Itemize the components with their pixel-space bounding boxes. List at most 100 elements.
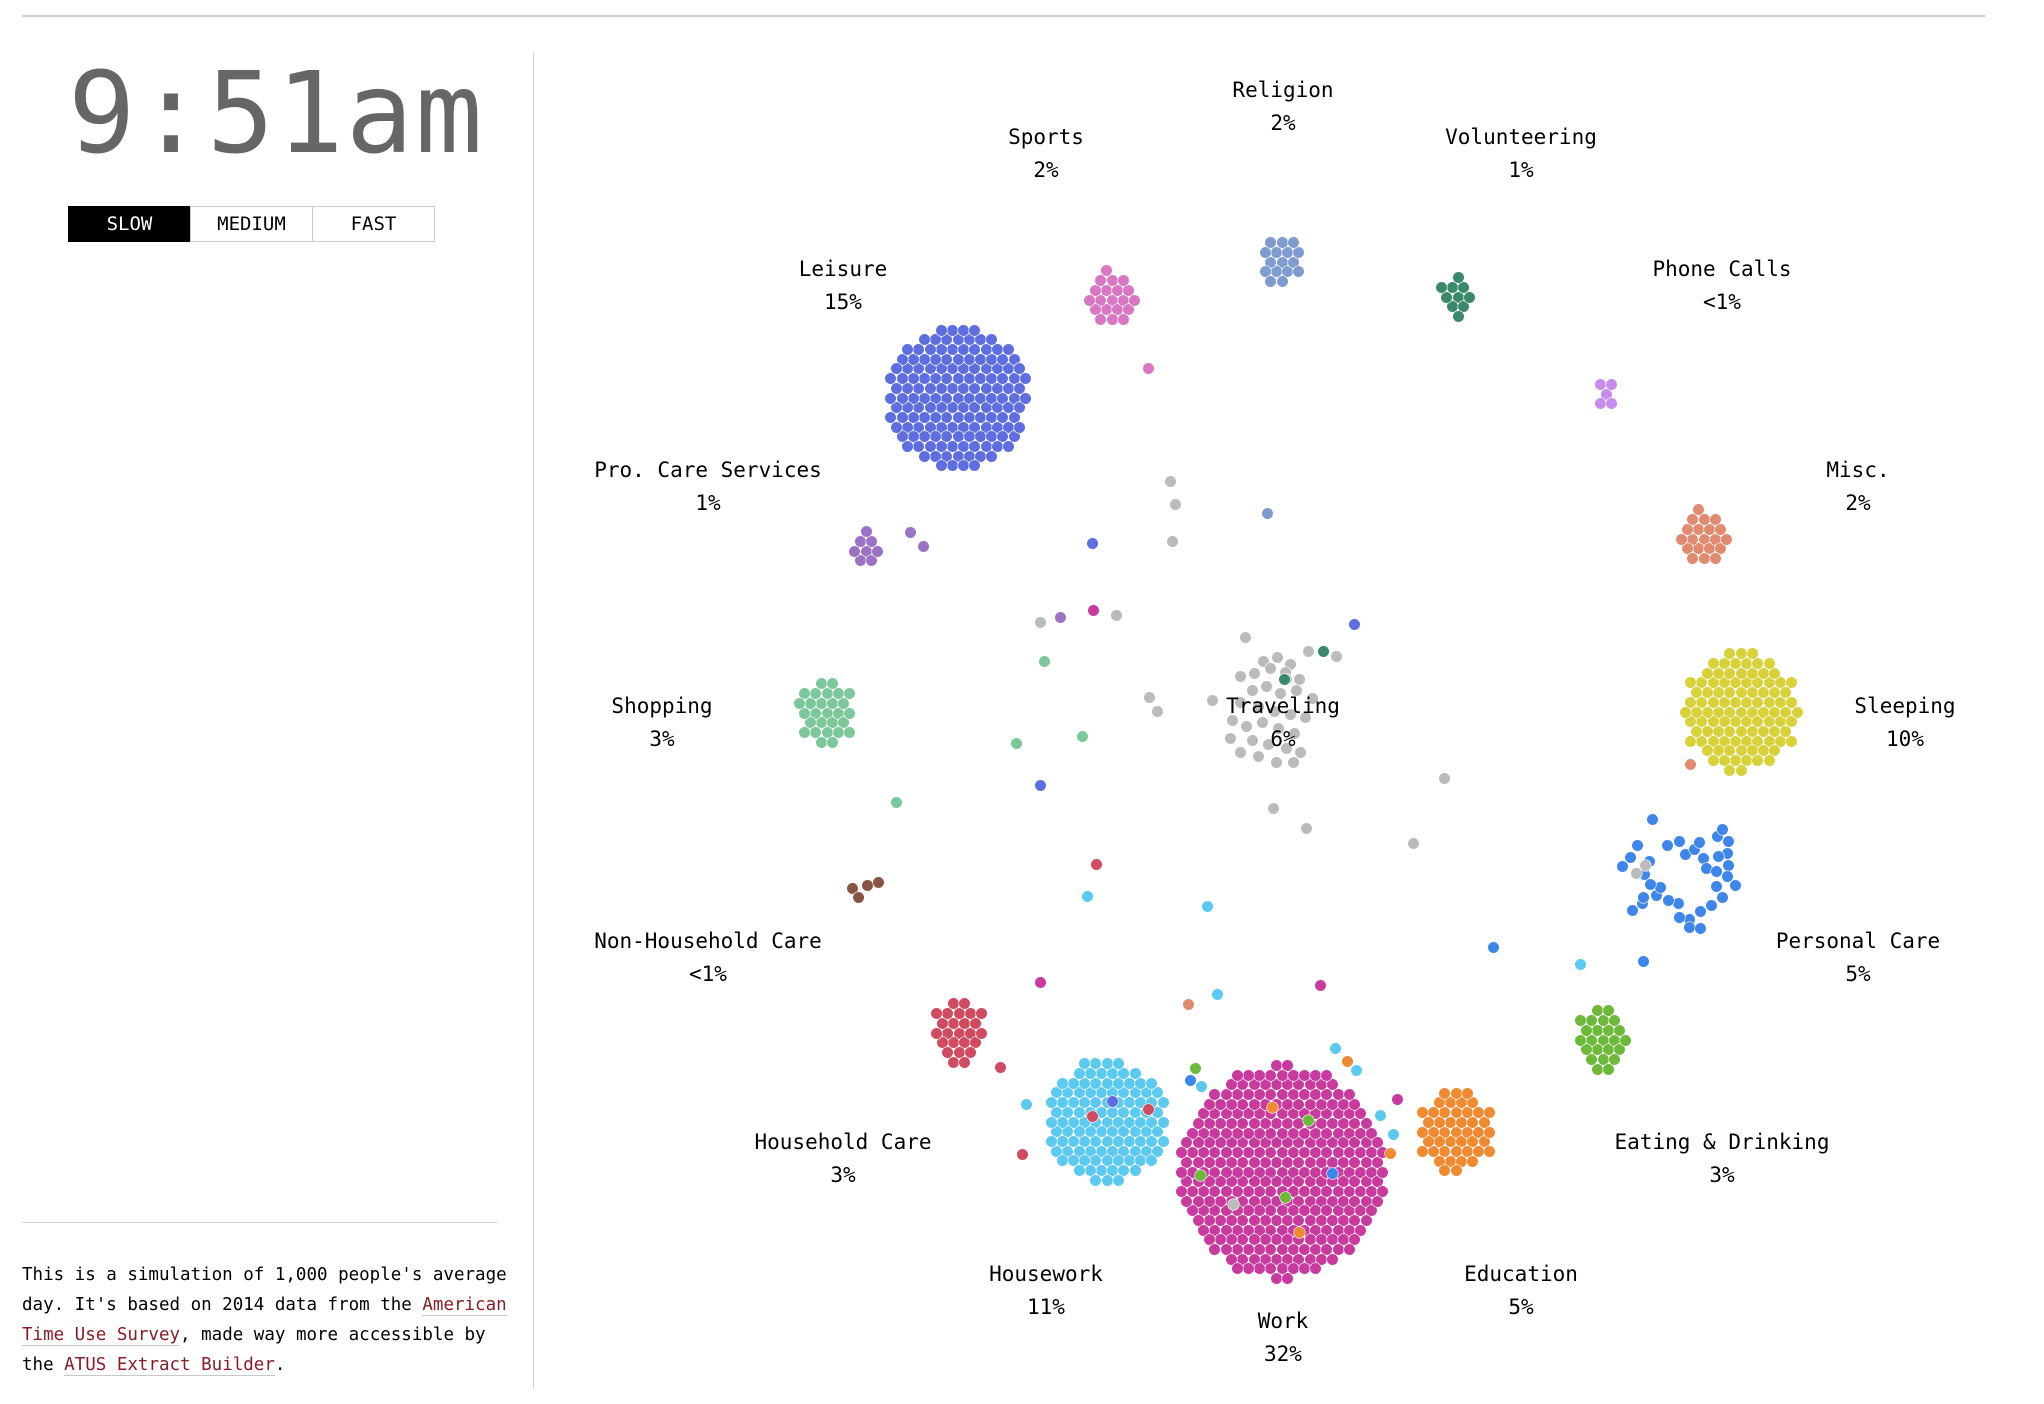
- volunteering-dot: [1458, 281, 1470, 293]
- sleeping-dot: [1752, 696, 1764, 708]
- work-dot: [1270, 1079, 1282, 1091]
- work-dot: [1304, 1195, 1316, 1207]
- personal_care-dot: [1672, 897, 1684, 909]
- work-dot: [1237, 1079, 1249, 1091]
- activity-label-traveling: Traveling 6%: [1226, 690, 1340, 756]
- leisure-dot: [924, 421, 936, 433]
- leisure-dot: [941, 392, 953, 404]
- sleeping-dot: [1685, 735, 1697, 747]
- work-dot: [1231, 1224, 1243, 1236]
- shopping-dot: [843, 726, 855, 738]
- traveling-dot: [1268, 705, 1280, 717]
- leisure-dot: [890, 402, 902, 414]
- leisure-dot: [896, 392, 908, 404]
- work-dot: [1214, 1156, 1226, 1168]
- atus-link[interactable]: American Time Use Survey: [22, 1295, 507, 1346]
- work-dot: [1248, 1214, 1260, 1226]
- education-dot: [1472, 1107, 1484, 1119]
- work-dot: [1259, 1195, 1271, 1207]
- personal_care-dot: [1716, 891, 1728, 903]
- education-dot: [1478, 1116, 1490, 1128]
- shopping-dot: [843, 707, 855, 719]
- phone_calls-dot: [1606, 378, 1618, 390]
- work-dot: [1360, 1137, 1372, 1149]
- leisure-dot: [969, 402, 981, 414]
- work-dot: [1282, 1059, 1294, 1071]
- speed-medium-button[interactable]: MEDIUM: [190, 206, 313, 242]
- housework-dot: [1118, 1106, 1130, 1118]
- housework-dot: [1107, 1068, 1119, 1079]
- leisure-dot: [997, 373, 1009, 385]
- work-dot: [1276, 1088, 1288, 1100]
- person-dot: [1184, 1074, 1196, 1086]
- volunteering-dot: [1278, 673, 1290, 685]
- leisure-dot: [958, 344, 970, 355]
- housework-dot: [1073, 1106, 1085, 1118]
- personal_care-dot: [1697, 852, 1709, 864]
- housework-dot: [1056, 1135, 1068, 1147]
- sleeping-dot: [1696, 735, 1708, 747]
- person-dot: [1166, 535, 1178, 547]
- person-dot: [1087, 604, 1099, 616]
- personal_care-dot: [1710, 880, 1722, 892]
- work-dot: [1282, 1176, 1294, 1188]
- housework-dot: [1129, 1164, 1141, 1176]
- leisure-dot: [958, 402, 970, 414]
- shopping-dot: [832, 688, 844, 700]
- eating-dot: [1586, 1053, 1598, 1065]
- sleeping-dot: [1713, 706, 1725, 718]
- leisure-dot: [1019, 392, 1031, 404]
- work-dot: [1248, 1234, 1260, 1246]
- leisure-dot: [963, 392, 975, 404]
- sleeping-dot: [1701, 687, 1713, 699]
- work-dot: [1304, 1234, 1316, 1246]
- housework-dot: [1079, 1155, 1091, 1167]
- work-dot: [1310, 1224, 1322, 1236]
- traveling-dot: [1630, 867, 1642, 879]
- housework-dot: [1090, 1116, 1102, 1128]
- traveling-dot: [1287, 756, 1299, 768]
- person-dot: [1201, 900, 1213, 912]
- shopping-dot: [804, 717, 816, 729]
- activity-percent: <1%: [689, 962, 727, 986]
- work-dot: [1304, 1156, 1316, 1168]
- work-dot: [1293, 1079, 1305, 1091]
- household_care-dot: [964, 1027, 976, 1039]
- traveling-dot: [1262, 738, 1274, 750]
- shopping-dot: [827, 736, 839, 748]
- work-dot: [1192, 1214, 1204, 1226]
- sleeping-dot: [1746, 745, 1758, 757]
- atus-extract-builder-link[interactable]: ATUS Extract Builder: [64, 1355, 275, 1376]
- sleeping-dot: [1769, 667, 1781, 679]
- activity-percent: 2%: [1845, 491, 1871, 515]
- sleeping-dot: [1774, 735, 1786, 747]
- traveling-dot: [1306, 692, 1318, 704]
- work-dot: [1338, 1214, 1350, 1226]
- traveling-dot: [1294, 746, 1306, 758]
- work-dot: [1214, 1098, 1226, 1110]
- work-dot: [1276, 1147, 1288, 1159]
- housework-dot: [1118, 1087, 1130, 1099]
- work-dot: [1354, 1147, 1366, 1159]
- work-dot: [1321, 1224, 1333, 1236]
- education-dot: [1422, 1136, 1434, 1148]
- housework-dot: [1067, 1155, 1079, 1167]
- sleeping-dot: [1757, 667, 1769, 679]
- activity-label-work: Work 32%: [1258, 1305, 1309, 1371]
- work-dot: [1242, 1088, 1254, 1100]
- personal_care-dot: [1712, 850, 1724, 862]
- pro_care-dot: [854, 535, 866, 547]
- leisure-dot: [924, 382, 936, 394]
- work-dot: [1265, 1166, 1277, 1178]
- speed-slow-button[interactable]: SLOW: [68, 206, 191, 242]
- traveling-dot: [1224, 732, 1236, 744]
- sleeping-dot: [1718, 677, 1730, 689]
- housework-dot: [1146, 1116, 1158, 1128]
- work-dot: [1377, 1166, 1389, 1178]
- leisure-dot: [941, 353, 953, 365]
- speed-fast-button[interactable]: FAST: [312, 206, 435, 242]
- leisure-dot: [902, 344, 914, 355]
- sports-dot: [1084, 294, 1096, 306]
- work-dot: [1315, 1118, 1327, 1129]
- sleeping-dot: [1735, 687, 1747, 699]
